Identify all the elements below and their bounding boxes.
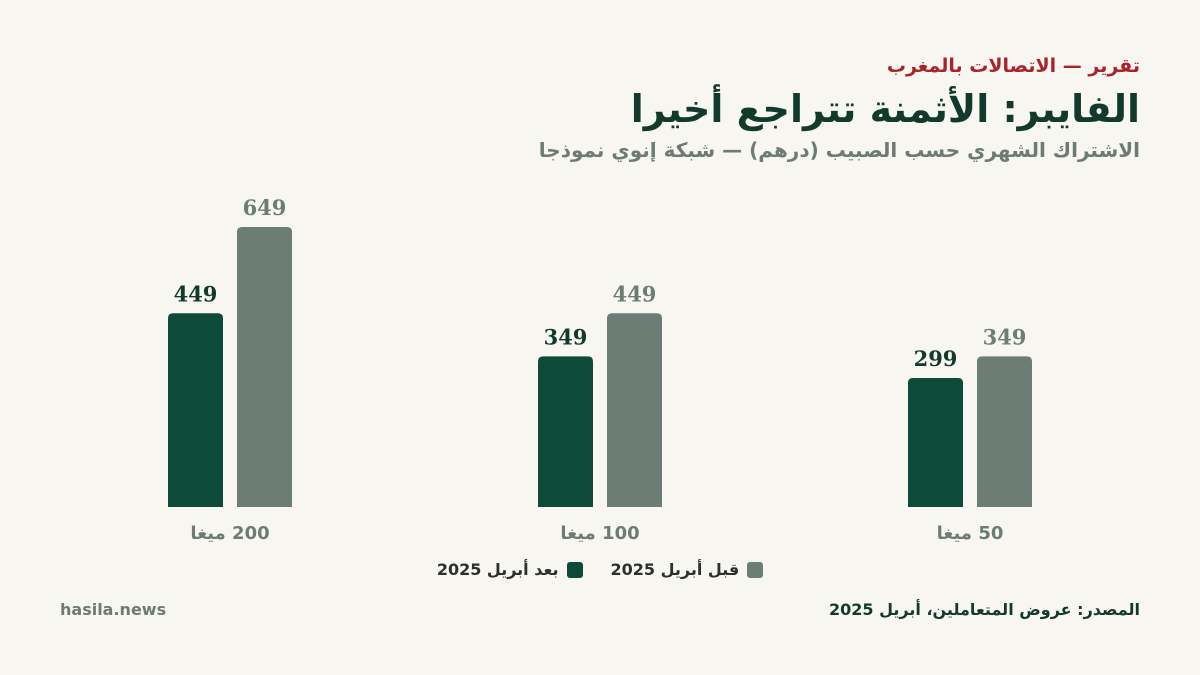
legend-swatch-after [566, 561, 583, 578]
legend-swatch-before [747, 561, 764, 578]
value-label-before: 649 [243, 195, 287, 220]
value-label-after: 349 [544, 324, 588, 349]
report-kicker: تقرير — الاتصالات بالمغرب [886, 55, 1140, 77]
chart-title: الفايبر: الأثمنة تتراجع أخيرا [630, 87, 1140, 131]
legend-label-before: قبل أبريل 2025 [610, 560, 740, 579]
value-label-before: 449 [613, 281, 657, 306]
legend-item-after: بعد أبريل 2025 [437, 560, 583, 579]
bar-chart: 449 649 200 ميغا 349 449 100 ميغا 299 349 50 ميغ… [168, 195, 1032, 544]
category-label: 50 ميغا [937, 523, 1004, 544]
category-label: 200 ميغا [190, 523, 269, 544]
legend-item-before: قبل أبريل 2025 [611, 560, 764, 579]
legend-label-after: بعد أبريل 2025 [436, 560, 559, 579]
chart-subtitle: الاشتراك الشهري حسب الصبيب (درهم) — شبكة… [538, 138, 1140, 162]
bar-after [538, 356, 593, 507]
bar-after [908, 378, 963, 507]
chart-header: تقرير — الاتصالات بالمغرب الفايبر: الأثم… [60, 52, 1140, 164]
bar-before [977, 356, 1032, 507]
value-label-after: 299 [914, 346, 958, 371]
bar-before [237, 227, 292, 507]
value-label-after: 449 [174, 281, 218, 306]
source-note: المصدر: عروض المتعاملين، أبريل 2025 [829, 600, 1140, 619]
brand-link[interactable]: hasila.news [60, 600, 167, 619]
category-label: 100 ميغا [560, 523, 639, 544]
bar-after [168, 313, 223, 507]
bar-before [607, 313, 662, 507]
chart-legend: قبل أبريل 2025 بعد أبريل 2025 [0, 560, 1200, 579]
value-label-before: 349 [983, 324, 1027, 349]
